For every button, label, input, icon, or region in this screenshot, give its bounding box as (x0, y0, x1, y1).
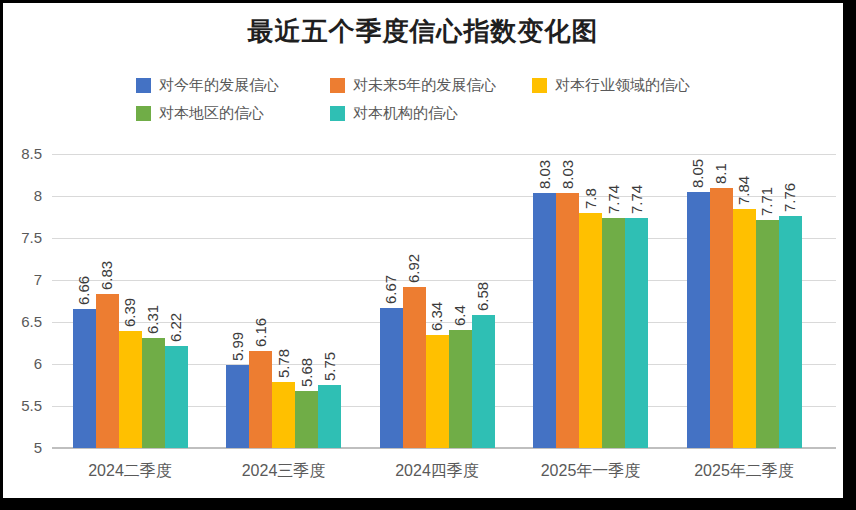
bar (602, 218, 625, 448)
bar (403, 287, 426, 448)
bar-value-label: 6.34 (428, 302, 445, 331)
bar-value-label: 7.74 (628, 185, 645, 214)
bar (380, 308, 403, 448)
bar (119, 331, 142, 448)
bar-value-label: 7.71 (758, 187, 775, 216)
bar (142, 338, 165, 448)
bar (779, 216, 802, 448)
chart-image: 最近五个季度信心指数变化图 对今年的发展信心 对未来5年的发展信心 对本行业领域… (0, 0, 856, 510)
bar-value-label: 6.66 (75, 275, 92, 304)
bar (249, 351, 272, 448)
bar (96, 294, 119, 448)
bar (687, 192, 710, 448)
bar-value-label: 8.03 (536, 160, 553, 189)
x-axis-category-label: 2024二季度 (45, 461, 215, 482)
bar-value-label: 6.4 (451, 306, 468, 327)
bar (733, 209, 756, 448)
bar-value-label: 5.99 (229, 332, 246, 361)
bar-value-label: 7.84 (735, 176, 752, 205)
bar (449, 330, 472, 448)
bar-value-label: 6.92 (405, 254, 422, 283)
x-axis-category-label: 2024三季度 (199, 461, 369, 482)
y-axis-tick-label: 7 (2, 271, 42, 288)
gridline (52, 154, 836, 155)
bar (272, 382, 295, 448)
y-axis-tick-label: 5.5 (2, 397, 42, 414)
bar-value-label: 7.74 (605, 185, 622, 214)
bar-value-label: 5.78 (275, 349, 292, 378)
y-axis-tick-label: 7.5 (2, 229, 42, 246)
bar (226, 365, 249, 448)
bar (533, 193, 556, 448)
y-axis-tick-label: 8 (2, 187, 42, 204)
bar (556, 193, 579, 448)
y-axis-tick-label: 8.5 (2, 145, 42, 162)
bar (318, 385, 341, 448)
bar-value-label: 5.75 (321, 352, 338, 381)
x-axis-category-label: 2024四季度 (352, 461, 522, 482)
bar (73, 309, 96, 448)
bar-value-label: 6.16 (252, 317, 269, 346)
bar (472, 315, 495, 448)
bar-value-label: 8.05 (689, 159, 706, 188)
bar (756, 220, 779, 448)
bar-value-label: 7.76 (781, 183, 798, 212)
x-axis-category-label: 2025年一季度 (506, 461, 676, 482)
bar-value-label: 7.8 (582, 188, 599, 209)
bar-value-label: 6.58 (474, 282, 491, 311)
bar (710, 188, 733, 448)
bar-value-label: 6.22 (167, 312, 184, 341)
bar (165, 346, 188, 448)
bar (579, 213, 602, 448)
bar-value-label: 8.03 (559, 160, 576, 189)
bar-value-label: 8.1 (712, 163, 729, 184)
y-axis-tick-label: 6.5 (2, 313, 42, 330)
bar-value-label: 5.68 (298, 358, 315, 387)
bar-value-label: 6.39 (121, 298, 138, 327)
bar-value-label: 6.31 (144, 305, 161, 334)
bar (625, 218, 648, 448)
bar-value-label: 6.67 (382, 275, 399, 304)
y-axis-tick-label: 5 (2, 439, 42, 456)
y-axis-tick-label: 6 (2, 355, 42, 372)
x-axis-category-label: 2025年二季度 (659, 461, 829, 482)
bar-value-label: 6.83 (98, 261, 115, 290)
bar (426, 335, 449, 448)
bar (295, 391, 318, 448)
plot-area: 8.5 8 7.5 7 6.5 6 5.5 5 6.66 6.83 6.39 6.31 6.22 2024… (0, 0, 856, 510)
